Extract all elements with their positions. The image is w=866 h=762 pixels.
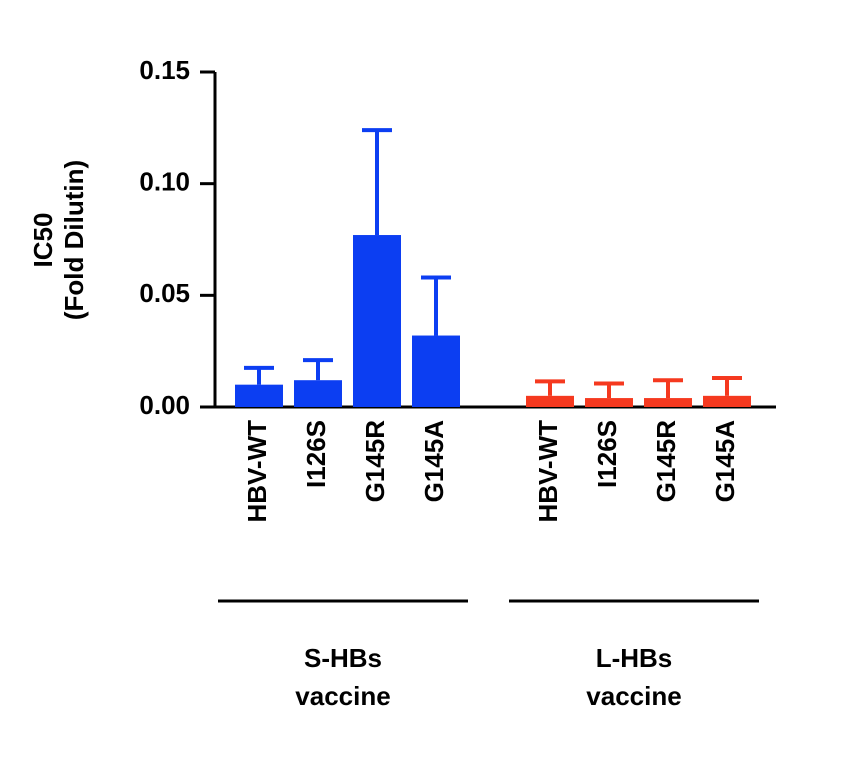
- x-tick-label: G145R: [651, 420, 681, 503]
- bar: [703, 395, 751, 407]
- x-tick-label: G145A: [419, 420, 449, 503]
- x-tick-label: G145A: [710, 420, 740, 503]
- x-tick-label: G145R: [360, 420, 390, 503]
- bar: [235, 384, 283, 407]
- group-label: L-HBs: [596, 643, 673, 673]
- y-tick-label: 0.15: [139, 55, 190, 85]
- x-tick-label: I126S: [301, 420, 331, 488]
- y-axis-label: (Fold Dilutin): [59, 160, 89, 320]
- y-tick-label: 0.05: [139, 278, 190, 308]
- y-axis-label: IC50: [28, 213, 58, 268]
- y-tick-label: 0.10: [139, 167, 190, 197]
- group-label: vaccine: [295, 681, 390, 711]
- x-tick-label: HBV-WT: [242, 420, 272, 523]
- bar: [644, 398, 692, 407]
- x-tick-label: I126S: [592, 420, 622, 488]
- bar: [585, 398, 633, 407]
- group-label: S-HBs: [304, 643, 382, 673]
- bar: [526, 395, 574, 407]
- group-label: vaccine: [586, 681, 681, 711]
- bar: [412, 335, 460, 407]
- bar: [294, 380, 342, 407]
- x-tick-label: HBV-WT: [533, 420, 563, 523]
- bar: [353, 235, 401, 407]
- y-tick-label: 0.00: [139, 390, 190, 420]
